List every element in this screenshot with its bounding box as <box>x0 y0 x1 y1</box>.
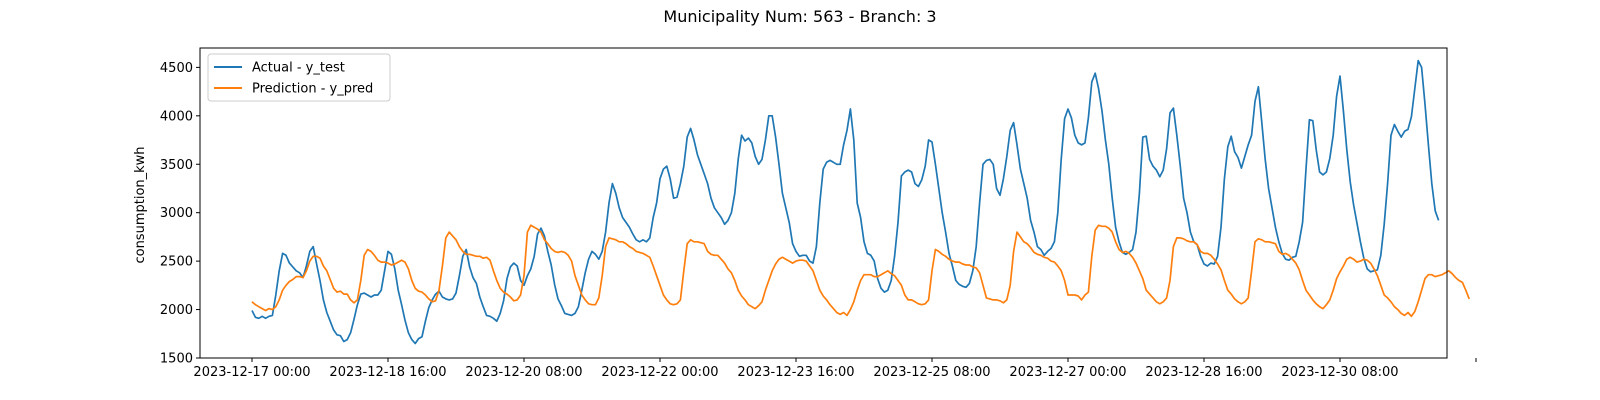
y-tick-label-4: 3500 <box>160 158 193 173</box>
chart-title: Municipality Num: 563 - Branch: 3 <box>663 7 936 26</box>
series-line-1 <box>251 224 1470 318</box>
plot-frame <box>199 47 1448 359</box>
x-tick-label-6: 2023-12-27 00:00 <box>1009 365 1126 380</box>
x-tick-label-8: 2023-12-30 08:00 <box>1281 365 1398 380</box>
y-axis-label: consumption_kwh <box>133 146 148 263</box>
y-tick-label-6: 4500 <box>160 61 193 76</box>
legend-label-1: Prediction - y_pred <box>252 82 373 97</box>
legend-label-0: Actual - y_test <box>252 61 345 76</box>
x-tick-label-5: 2023-12-25 08:00 <box>873 365 990 380</box>
x-axis: 2023-12-17 00:00 2023-12-18 16:00 2023-12-… <box>193 358 1477 380</box>
series-line-0 <box>251 59 1440 345</box>
x-tick-label-1: 2023-12-18 16:00 <box>329 365 446 380</box>
x-tick-label-7: 2023-12-28 16:00 <box>1145 365 1262 380</box>
y-tick-label-2: 2500 <box>160 255 193 270</box>
y-tick-label-0: 1500 <box>160 352 193 367</box>
legend-box <box>207 53 391 102</box>
y-tick-label-3: 3000 <box>160 206 193 221</box>
legend: Actual - y_test Prediction - y_pred <box>207 53 391 102</box>
plot-area <box>251 59 1470 345</box>
x-tick-label-3: 2023-12-22 00:00 <box>601 365 718 380</box>
y-tick-label-5: 4000 <box>160 109 193 124</box>
x-tick-label-2: 2023-12-20 08:00 <box>465 365 582 380</box>
x-tick-label-4: 2023-12-23 16:00 <box>737 365 854 380</box>
y-axis: 1500 2000 2500 3000 3500 4000 4500 <box>160 61 200 367</box>
x-tick-label-0: 2023-12-17 00:00 <box>193 365 310 380</box>
y-tick-label-1: 2000 <box>160 303 193 318</box>
